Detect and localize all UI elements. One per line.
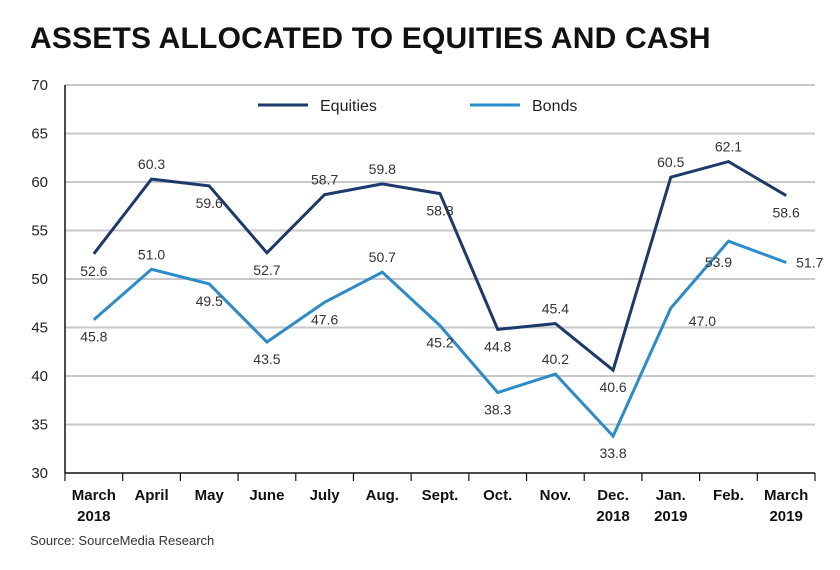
- series-line-bonds: [92, 239, 787, 439]
- line-chart: 30 35 40 45 50 55 60 65 70 March 2018 April May June J…: [31, 77, 823, 525]
- x-tick-label: June: [249, 487, 284, 504]
- x-tick-label: March 2018: [72, 487, 116, 525]
- y-tick-label-70: 70: [31, 77, 48, 94]
- data-label-bonds: 51.7: [796, 255, 823, 271]
- data-label-layer: 52.6 60.3 59.6 52.7 58.7 59.8 58.8 44.8 45.4 40.6…: [80, 139, 823, 462]
- data-label-equities: 40.6: [599, 379, 626, 395]
- x-tick-label: July: [310, 487, 341, 504]
- data-label-bonds: 47.0: [689, 313, 716, 329]
- legend-label-equities: Equities: [320, 98, 377, 115]
- data-label-equities: 45.4: [542, 301, 569, 317]
- x-tick-label: Aug.: [366, 487, 399, 504]
- data-label-bonds: 45.8: [80, 329, 107, 345]
- data-label-equities: 44.8: [484, 338, 511, 354]
- data-label-bonds: 53.9: [705, 254, 732, 270]
- data-label-equities: 60.5: [657, 154, 684, 170]
- x-tick-label: Dec. 2018: [596, 487, 629, 525]
- data-label-bonds: 33.8: [599, 445, 626, 461]
- y-tick-label-45: 45: [31, 320, 48, 337]
- series-layer: [92, 159, 787, 439]
- x-tick-label: Nov.: [540, 487, 571, 504]
- legend-label-bonds: Bonds: [532, 98, 577, 115]
- legend: Equities Bonds: [258, 98, 577, 115]
- data-label-equities: 52.7: [253, 262, 280, 278]
- data-label-bonds: 50.7: [369, 249, 396, 265]
- chart-title: ASSETS ALLOCATED TO EQUITIES AND CASH: [30, 22, 711, 55]
- y-tick-label-35: 35: [31, 417, 48, 434]
- x-tick-label: Sept.: [422, 487, 459, 504]
- data-label-bonds: 51.0: [138, 246, 165, 262]
- series-line-equities: [92, 159, 787, 373]
- data-label-equities: 59.6: [196, 195, 223, 211]
- data-label-bonds: 45.2: [426, 335, 453, 351]
- y-tick-label-30: 30: [31, 465, 48, 482]
- data-label-bonds: 47.6: [311, 311, 338, 327]
- axis-layer: 30 35 40 45 50 55 60 65 70 March 2018 April May June J…: [31, 77, 816, 525]
- y-tick-label-50: 50: [31, 271, 48, 288]
- y-tick-label-55: 55: [31, 223, 48, 240]
- x-tick-label: Feb.: [713, 487, 744, 504]
- y-tick-label-65: 65: [31, 126, 48, 143]
- grid-layer: [65, 84, 815, 426]
- x-tick-label: May: [195, 487, 225, 504]
- data-label-bonds: 49.5: [196, 293, 223, 309]
- data-label-bonds: 43.5: [253, 351, 280, 367]
- y-tick-label-40: 40: [31, 368, 48, 385]
- y-tick-label-60: 60: [31, 174, 48, 191]
- x-tick-label: Jan. 2019: [654, 487, 687, 525]
- data-label-equities: 62.1: [715, 139, 742, 155]
- data-label-equities: 58.7: [311, 172, 338, 188]
- data-label-bonds: 40.2: [542, 351, 569, 367]
- data-label-equities: 58.8: [426, 203, 453, 219]
- x-tick-label: April: [134, 487, 168, 504]
- data-label-equities: 58.6: [773, 205, 800, 221]
- data-label-equities: 59.8: [369, 161, 396, 177]
- x-tick-label: Oct.: [483, 487, 512, 504]
- data-label-equities: 52.6: [80, 263, 107, 279]
- source-note: Source: SourceMedia Research: [30, 533, 215, 548]
- data-label-equities: 60.3: [138, 156, 165, 172]
- x-tick-label: March 2019: [764, 487, 808, 525]
- data-label-bonds: 38.3: [484, 401, 511, 417]
